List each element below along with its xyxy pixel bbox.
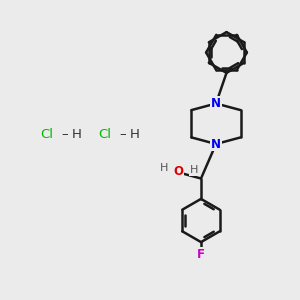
Text: –: – [61, 128, 68, 142]
Text: Cl: Cl [40, 128, 53, 142]
Text: Cl: Cl [98, 128, 112, 142]
Text: H: H [130, 128, 140, 142]
Text: F: F [197, 248, 205, 261]
Text: H: H [190, 165, 199, 175]
Text: H: H [160, 163, 168, 173]
Text: O: O [173, 165, 183, 178]
Text: N: N [211, 137, 221, 151]
Text: –: – [120, 128, 126, 142]
Text: H: H [72, 128, 81, 142]
Text: N: N [211, 97, 221, 110]
